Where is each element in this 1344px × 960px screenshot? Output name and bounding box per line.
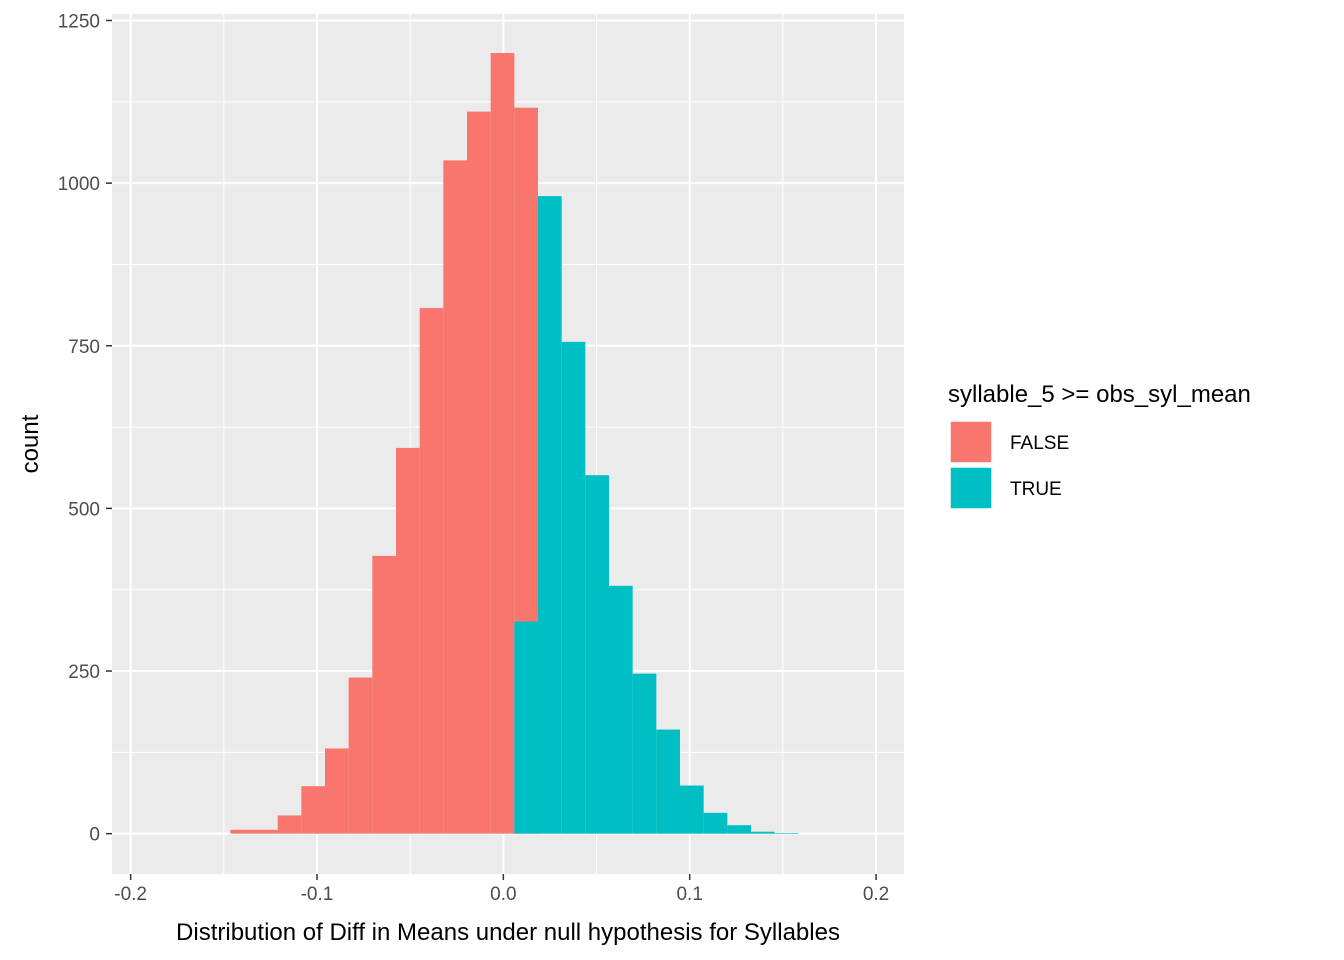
x-axis-title: Distribution of Diff in Means under null… (176, 919, 840, 946)
histogram-bar-true (514, 621, 539, 834)
y-tick-label: 250 (68, 662, 100, 683)
histogram-bar-true (561, 341, 586, 834)
axes: -0.2 -0.1 0.0 0.1 0.2 0 250 500 750 1000 1250 (58, 12, 890, 905)
x-tick-label: -0.1 (301, 884, 334, 905)
legend-label-true: TRUE (1010, 479, 1062, 500)
y-tick-label: 750 (68, 337, 100, 358)
legend-key-false (949, 420, 993, 464)
x-tick-label: 0.1 (676, 884, 702, 905)
histogram-bar-true (609, 585, 633, 834)
legend-title: syllable_5 >= obs_syl_mean (948, 381, 1251, 408)
grid-lines (112, 14, 904, 874)
histogram-bar-true (751, 831, 775, 834)
y-tick-label: 1250 (58, 12, 100, 33)
x-tick-label: 0.0 (490, 884, 516, 905)
y-axis-title: count (17, 414, 44, 473)
histogram-bar-false (325, 748, 349, 834)
legend-key-true (949, 466, 993, 510)
histogram-bar-true (656, 729, 681, 834)
legend: syllable_5 >= obs_syl_mean FALSE TRUE (948, 381, 1251, 510)
y-tick-label: 500 (68, 499, 100, 520)
histogram-bar-false (396, 447, 420, 834)
histogram-bar-true (585, 475, 610, 834)
histogram-bar-false (467, 111, 491, 834)
histogram-bar-false (372, 555, 397, 834)
histogram-bar-true (680, 785, 704, 834)
x-tick-label: 0.2 (863, 884, 889, 905)
histogram-bar-true (538, 196, 562, 834)
y-tick-label: 0 (89, 825, 100, 846)
y-tick-label: 1000 (58, 174, 100, 195)
histogram-bar-false (443, 160, 468, 834)
histogram-bar-false (277, 815, 302, 834)
histogram-bar-true (727, 825, 752, 834)
histogram-bar-false (490, 53, 515, 834)
histogram-bar-false (419, 308, 444, 834)
histogram-bar-false (230, 829, 278, 834)
x-tick-label: -0.2 (114, 884, 147, 905)
histogram-bar-false (348, 677, 373, 834)
histogram-bar-true (703, 812, 728, 834)
histogram-bar-true (632, 673, 657, 834)
histogram-bar-false (301, 786, 326, 834)
bars (230, 53, 799, 834)
histogram-bar-true (774, 833, 799, 834)
legend-label-false: FALSE (1010, 433, 1069, 454)
